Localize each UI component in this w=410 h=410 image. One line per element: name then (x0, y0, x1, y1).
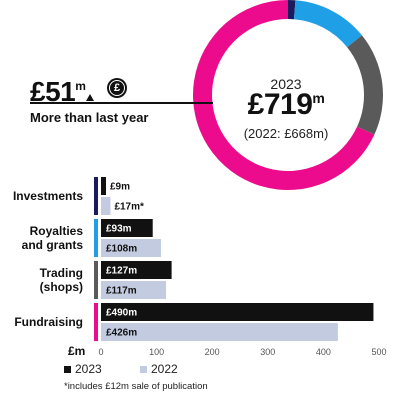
up-arrow-icon (86, 94, 94, 101)
increase-value: £51m (30, 76, 86, 108)
x-tick-label: 0 (98, 347, 103, 357)
category-label-line: (shops) (39, 280, 83, 294)
bar-value-label: £117m (106, 286, 137, 297)
donut-segment-1 (288, 0, 296, 20)
legend-item-2023: 2023 (64, 362, 102, 376)
bar-value-label: £108m (106, 244, 137, 255)
footnote: *includes £12m sale of publication (64, 381, 208, 392)
x-tick-label: 300 (260, 347, 275, 357)
increase-amount: £51 (30, 76, 76, 107)
category-marker (94, 261, 98, 299)
x-tick-label: 500 (371, 347, 386, 357)
legend-label-2023: 2023 (75, 362, 102, 376)
increase-unit: m (75, 79, 86, 93)
category-label: Royalties and grants (22, 224, 83, 252)
category-label: Fundraising (14, 315, 83, 329)
category-label: Investments (13, 189, 83, 203)
category-label-line: Fundraising (14, 315, 83, 329)
category-label: Trading (shops) (40, 266, 83, 294)
donut-total-unit: m (312, 90, 325, 106)
x-axis-unit-label: £m (68, 344, 86, 358)
category-marker (94, 219, 98, 257)
donut-segment-2 (293, 0, 362, 48)
bar-2022 (101, 323, 338, 341)
donut-total: £719m (206, 88, 366, 122)
category-label-line: and grants (21, 238, 83, 252)
bar-2022 (101, 239, 162, 257)
donut-previous-year: (2022: £668m) (243, 126, 329, 141)
legend-swatch-2023 (64, 366, 71, 374)
legend-label-2022: 2022 (151, 362, 178, 376)
bar-2023 (101, 261, 172, 279)
bar-value-label: £127m (106, 266, 137, 277)
category-label-line: Royalties (29, 224, 83, 238)
bar-2023 (101, 177, 107, 195)
bar-value-label: £17m* (114, 202, 144, 213)
x-tick-label: 100 (149, 347, 164, 357)
increase-caption: More than last year (30, 110, 149, 125)
bar-2023 (101, 219, 153, 237)
legend-item-2022: 2022 (140, 362, 178, 376)
x-tick-label: 200 (205, 347, 220, 357)
legend-swatch-2022 (140, 366, 147, 374)
bar-2022 (101, 197, 111, 215)
x-tick-label: 400 (316, 347, 331, 357)
bar-value-label: £426m (106, 328, 137, 339)
bar-value-label: £9m (110, 182, 130, 193)
pound-coin-icon: £ (107, 78, 127, 98)
category-marker (94, 303, 98, 341)
bar-value-label: £93m (106, 224, 132, 235)
category-marker (94, 177, 98, 215)
donut-year: 2023 (270, 76, 302, 92)
bar-2022 (101, 281, 167, 299)
category-label-line: Investments (12, 189, 83, 203)
bar-value-label: £490m (106, 308, 137, 319)
bar-2023 (101, 303, 374, 321)
donut-segment-3 (347, 35, 383, 135)
donut-total-value: £719 (247, 88, 313, 121)
category-label-line: Trading (39, 266, 83, 280)
